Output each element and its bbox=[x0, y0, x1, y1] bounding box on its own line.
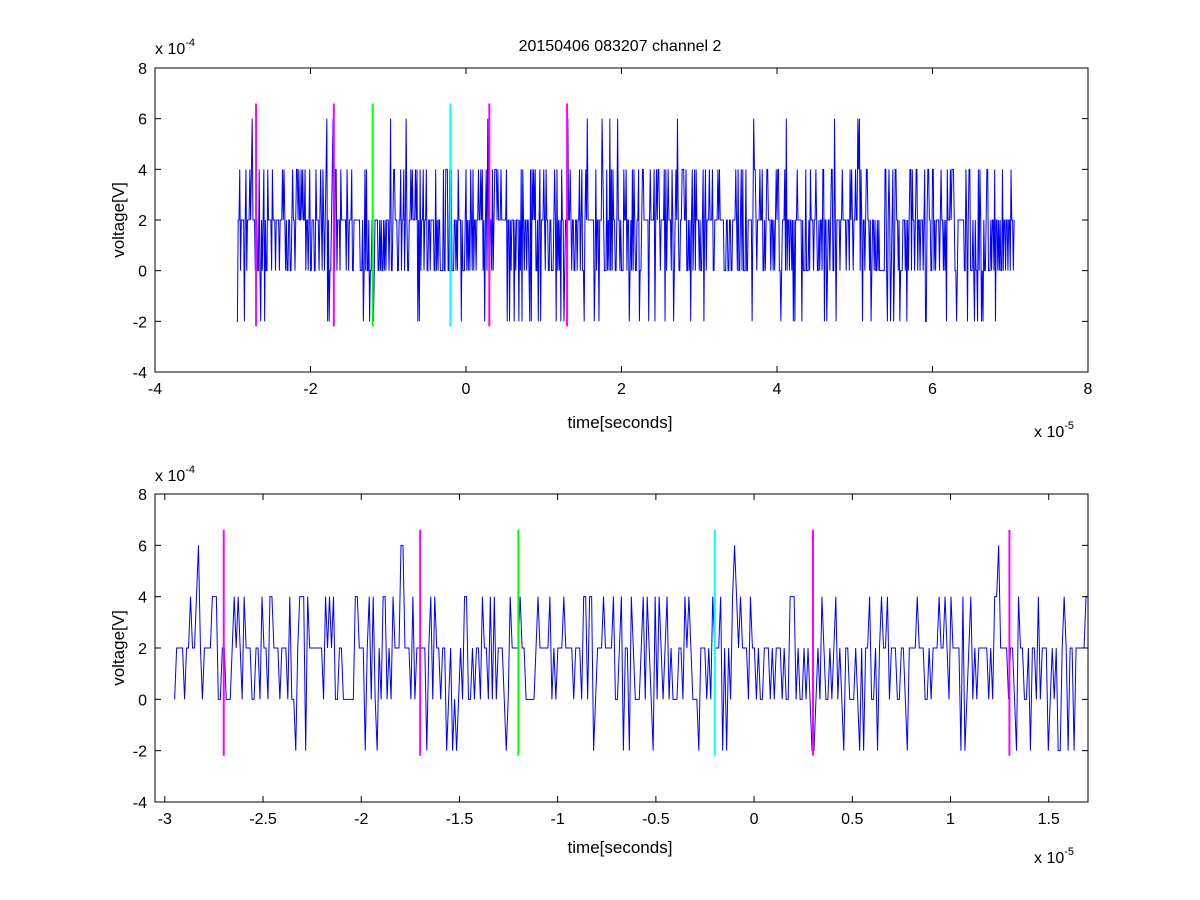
y-tick-label: -4 bbox=[133, 795, 147, 812]
top-plot-markers bbox=[255, 103, 569, 327]
x-tick-label: -2 bbox=[354, 811, 368, 828]
bottom-plot-signal bbox=[174, 544, 1088, 752]
x-tick-label: 6 bbox=[928, 381, 937, 398]
bottom-plot-y-label: voltage[V] bbox=[109, 610, 128, 686]
y-tick-label: 6 bbox=[138, 538, 147, 555]
x-tick-label: 1.5 bbox=[1038, 811, 1060, 828]
top-plot-y-ticks: -4 -2 0 2 4 6 8 bbox=[133, 61, 1088, 382]
bottom-plot-x-exponent: x 10-5 bbox=[1034, 846, 1074, 867]
bottom-plot-x-label: time[seconds] bbox=[568, 838, 673, 857]
x-tick-label: 0 bbox=[462, 381, 471, 398]
x-tick-label: -4 bbox=[148, 381, 162, 398]
bottom-plot-y-ticks: -4 -2 0 2 4 6 8 bbox=[133, 487, 1088, 812]
x-tick-label: -1.5 bbox=[446, 811, 474, 828]
bottom-plot-x-ticks: -3 -2.5 -2 -1.5 -1 -0.5 0 0.5 1 1.5 bbox=[158, 494, 1060, 828]
x-tick-label: -3 bbox=[158, 811, 172, 828]
y-tick-label: 4 bbox=[138, 162, 147, 179]
y-tick-label: -2 bbox=[133, 314, 147, 331]
figure-title: 20150406 083207 channel 2 bbox=[519, 38, 722, 55]
y-tick-label: 0 bbox=[138, 692, 147, 709]
y-tick-label: 8 bbox=[138, 61, 147, 78]
top-plot-y-exponent: x 10-4 bbox=[155, 37, 195, 58]
x-tick-label: 0.5 bbox=[841, 811, 863, 828]
y-tick-label: 2 bbox=[138, 641, 147, 658]
top-plot: 20150406 083207 channel 2 -4 -2 0 2 4 6 8 -4 -2… bbox=[109, 37, 1093, 441]
x-tick-label: -2 bbox=[303, 381, 317, 398]
x-tick-label: 2 bbox=[617, 381, 626, 398]
signal-trace bbox=[236, 118, 1015, 322]
x-tick-label: 1 bbox=[946, 811, 955, 828]
bottom-plot-markers bbox=[222, 529, 1011, 756]
x-tick-label: 0 bbox=[750, 811, 759, 828]
x-tick-label: -1 bbox=[551, 811, 565, 828]
signal-trace bbox=[174, 544, 1088, 752]
x-tick-label: -0.5 bbox=[642, 811, 670, 828]
y-tick-label: 6 bbox=[138, 112, 147, 129]
y-tick-label: -2 bbox=[133, 744, 147, 761]
top-plot-y-label: voltage[V] bbox=[109, 182, 128, 258]
y-tick-label: 0 bbox=[138, 264, 147, 281]
top-plot-signal bbox=[236, 118, 1015, 322]
bottom-plot: -3 -2.5 -2 -1.5 -1 -0.5 0 0.5 1 1.5 -4 -2 0 2 4 6 8 x 1… bbox=[109, 464, 1089, 867]
y-tick-label: 8 bbox=[138, 487, 147, 504]
x-tick-label: 4 bbox=[773, 381, 782, 398]
top-plot-x-exponent: x 10-5 bbox=[1034, 420, 1074, 441]
y-tick-label: 4 bbox=[138, 590, 147, 607]
top-plot-x-label: time[seconds] bbox=[568, 413, 673, 432]
bottom-plot-y-exponent: x 10-4 bbox=[155, 464, 195, 485]
top-plot-x-ticks: -4 -2 0 2 4 6 8 bbox=[148, 68, 1093, 398]
y-tick-label: 2 bbox=[138, 213, 147, 230]
y-tick-label: -4 bbox=[133, 365, 147, 382]
x-tick-label: 8 bbox=[1084, 381, 1093, 398]
x-tick-label: -2.5 bbox=[249, 811, 277, 828]
